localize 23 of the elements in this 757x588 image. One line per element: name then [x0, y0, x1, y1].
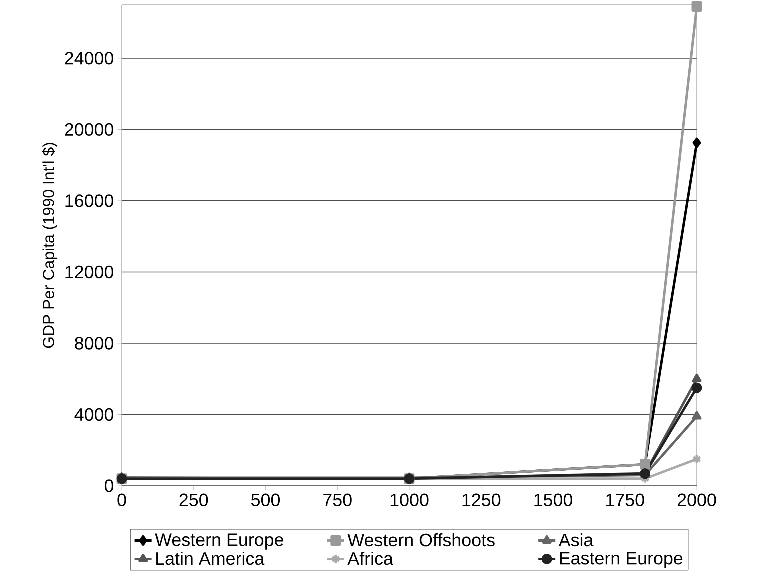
legend-label: Africa — [348, 552, 394, 566]
y-tick-label: 8000 — [75, 337, 114, 350]
y-tick-label: 20000 — [65, 123, 114, 136]
y-axis-title: GDP Per Capita (1990 Int'l $) — [42, 143, 58, 348]
x-tick-label: 500 — [252, 494, 280, 506]
y-tick-label: 0 — [104, 480, 114, 492]
legend-label: Asia — [558, 533, 594, 547]
y-tick-label: 24000 — [65, 52, 114, 65]
y-tick-label: 16000 — [66, 194, 114, 208]
y-tick-label: 4000 — [74, 408, 114, 422]
legend-label: Western Europe — [155, 534, 284, 550]
x-tick-label: 2000 — [678, 494, 716, 506]
x-tick-label: 750 — [324, 494, 352, 506]
x-tick-label: 0 — [118, 494, 126, 506]
x-tick-label: 1000 — [390, 494, 429, 506]
x-tick-label: 250 — [180, 494, 208, 506]
legend-label: Eastern Europe — [560, 552, 683, 568]
legend-label: Latin America — [156, 552, 265, 566]
x-tick-label: 1500 — [534, 494, 572, 506]
x-tick-label: 1250 — [462, 494, 501, 506]
y-tick-label: 12000 — [66, 266, 114, 279]
legend-label: Western Offshoots — [348, 533, 495, 547]
x-tick-label: 1750 — [606, 494, 644, 506]
